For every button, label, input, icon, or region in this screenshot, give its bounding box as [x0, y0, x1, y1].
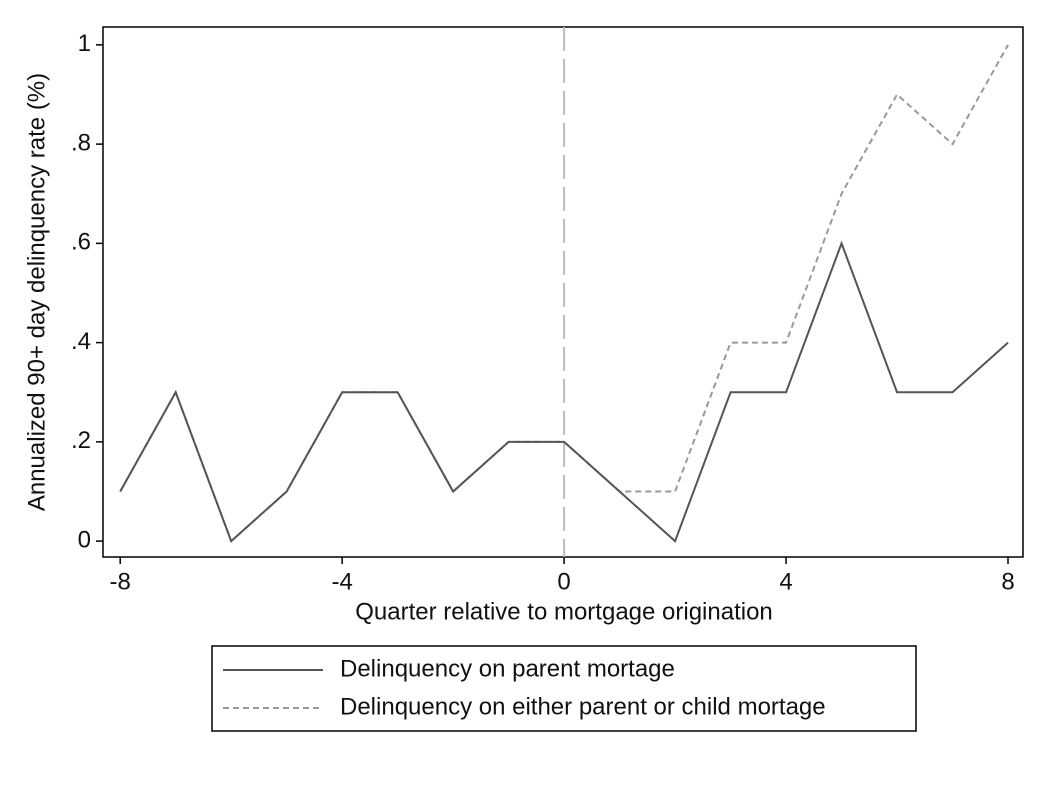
- legend-box: [211, 645, 917, 732]
- x-tick-label: 8: [1001, 568, 1014, 595]
- x-tick-label: 0: [557, 568, 570, 595]
- y-axis-label: Annualized 90+ day delinquency rate (%): [23, 73, 50, 511]
- data-line: [119, 240, 1009, 543]
- y-tick-label: .6: [71, 229, 91, 256]
- x-tick-label: -4: [331, 568, 352, 595]
- y-tick-label: .8: [71, 129, 91, 156]
- x-tick-label: -8: [110, 568, 131, 595]
- y-tick-label: 1: [78, 30, 91, 57]
- y-tick-label: .2: [71, 427, 91, 454]
- x-axis-label: Quarter relative to mortgage origination: [355, 598, 773, 625]
- plot-frame: [102, 26, 1024, 558]
- x-tick-label: 4: [779, 568, 792, 595]
- y-tick-label: .4: [71, 328, 91, 355]
- legend-label: Delinquency on parent mortage: [340, 655, 675, 682]
- y-tick-label: 0: [78, 526, 91, 553]
- legend-label: Delinquency on either parent or child mo…: [340, 693, 826, 720]
